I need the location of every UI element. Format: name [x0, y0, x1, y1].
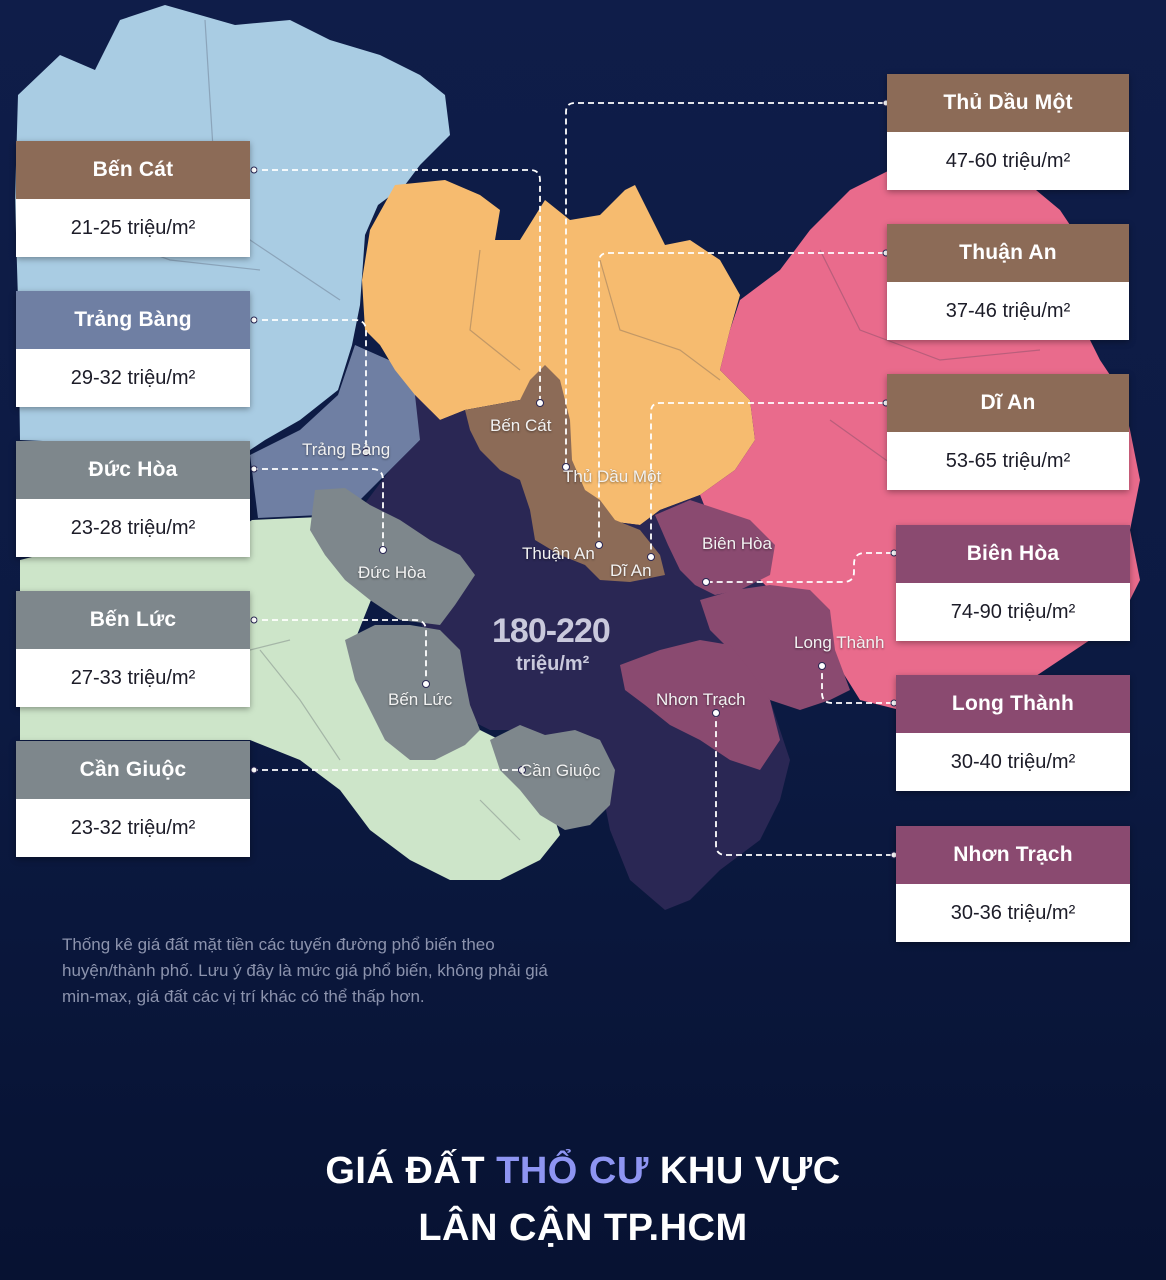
region-can-giuoc [490, 725, 615, 830]
footnote: Thống kê giá đất mặt tiền các tuyến đườn… [62, 935, 548, 1006]
card-price: 23-28 triệu/m² [16, 499, 250, 557]
card-price: 74-90 triệu/m² [896, 583, 1130, 641]
price-card-nhon-trach: Nhơn Trạch 30-36 triệu/m² [896, 826, 1130, 942]
map-label-ben-luc: Bến Lức [388, 690, 453, 709]
region-inner-ring [465, 365, 665, 582]
price-card-thu-dau-mot: Thủ Dầu Một 47-60 triệu/m² [887, 74, 1129, 190]
region-nhon-trach [620, 640, 780, 770]
title-accent: THỔ CƯ [496, 1150, 649, 1192]
price-card-di-an: Dĩ An 53-65 triệu/m² [887, 374, 1129, 490]
map-label-ben-cat: Bến Cát [490, 416, 552, 435]
card-title: Cần Giuộc [16, 741, 250, 799]
card-price: 30-40 triệu/m² [896, 733, 1130, 791]
region-bien-hoa [655, 500, 775, 595]
page-title-line-2: LÂN CẬN TP.HCM [418, 1207, 748, 1249]
card-price: 21-25 triệu/m² [16, 199, 250, 257]
card-title: Long Thành [896, 675, 1130, 733]
card-title: Thủ Dầu Một [887, 74, 1129, 132]
price-card-duc-hoa: Đức Hòa 23-28 triệu/m² [16, 441, 250, 557]
price-card-long-thanh: Long Thành 30-40 triệu/m² [896, 675, 1130, 791]
card-price: 27-33 triệu/m² [16, 649, 250, 707]
region-duc-hoa [310, 488, 475, 625]
card-price: 37-46 triệu/m² [887, 282, 1129, 340]
region-ben-luc [345, 625, 480, 760]
map-label-long-thanh: Long Thành [794, 633, 885, 652]
price-card-ben-cat: Bến Cát 21-25 triệu/m² [16, 141, 250, 257]
price-card-can-giuoc: Cần Giuộc 23-32 triệu/m² [16, 741, 250, 857]
card-price: 23-32 triệu/m² [16, 799, 250, 857]
page-title-line-1: GIÁ ĐẤT THỔ CƯ KHU VỰC [0, 1150, 1166, 1193]
card-price: 53-65 triệu/m² [887, 432, 1129, 490]
price-card-bien-hoa: Biên Hòa 74-90 triệu/m² [896, 525, 1130, 641]
map-label-thuan-an: Thuận An [522, 544, 595, 563]
price-card-thuan-an: Thuận An 37-46 triệu/m² [887, 224, 1129, 340]
price-card-trang-bang: Trảng Bàng 29-32 triệu/m² [16, 291, 250, 407]
map-label-di-an: Dĩ An [610, 561, 652, 580]
region-long-thanh [700, 585, 850, 710]
map-label-trang-bang: Trảng Bàng [302, 440, 391, 459]
card-price: 29-32 triệu/m² [16, 349, 250, 407]
center-price-value: 180-220 [492, 612, 611, 650]
card-title: Biên Hòa [896, 525, 1130, 583]
card-price: 47-60 triệu/m² [887, 132, 1129, 190]
center-price-unit: triệu/m² [516, 653, 590, 675]
card-title: Bến Cát [16, 141, 250, 199]
card-title: Trảng Bàng [16, 291, 250, 349]
map-label-nhon-trach: Nhơn Trạch [656, 690, 746, 709]
card-title: Thuận An [887, 224, 1129, 282]
card-title: Dĩ An [887, 374, 1129, 432]
card-title: Nhơn Trạch [896, 826, 1130, 884]
card-title: Bến Lức [16, 591, 250, 649]
title-prefix: GIÁ ĐẤT [325, 1150, 497, 1192]
map-label-thu-dau-mot: Thủ Dầu Một [563, 467, 662, 486]
title-suffix: KHU VỰC [648, 1150, 841, 1192]
region-binh-duong [362, 180, 755, 525]
card-title: Đức Hòa [16, 441, 250, 499]
map-label-bien-hoa: Biên Hòa [702, 534, 772, 553]
card-price: 30-36 triệu/m² [896, 884, 1130, 942]
price-card-ben-luc: Bến Lức 27-33 triệu/m² [16, 591, 250, 707]
region-trang-bang [250, 345, 430, 518]
map-label-duc-hoa: Đức Hòa [358, 563, 427, 582]
map-label-can-giuoc: Cần Giuộc [520, 761, 601, 780]
